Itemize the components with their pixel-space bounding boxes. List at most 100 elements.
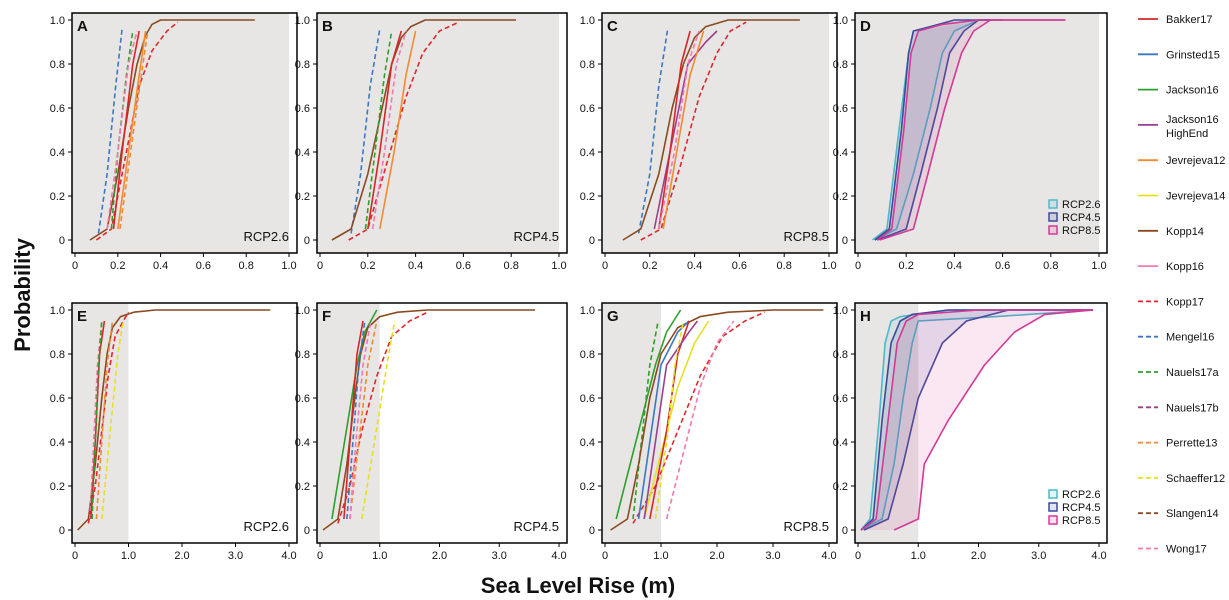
x-tick-label: 0 [855, 550, 861, 562]
x-tick-label: 1.0 [911, 550, 926, 562]
x-tick-label: 2.0 [174, 550, 189, 562]
x-tick-label: 0.8 [504, 260, 519, 272]
plot-area [77, 309, 271, 531]
y-tick-label: 0.8 [833, 59, 848, 71]
series-kopp17 [87, 311, 130, 524]
plot-area [331, 19, 516, 241]
band-rcp45 [861, 310, 1093, 530]
shaded-region [317, 13, 559, 253]
inset-legend-swatch [1048, 199, 1058, 209]
y-tick-label: 0.4 [295, 147, 310, 159]
y-tick-label: 0.2 [295, 191, 310, 203]
y-tick-label: 1.0 [833, 305, 848, 317]
x-tick-label: 4.0 [821, 550, 836, 562]
legend-label-line2: HighEnd [1166, 128, 1208, 140]
series-kopp14 [89, 19, 255, 241]
series-bakker17 [343, 320, 364, 520]
x-tick-label: 1.0 [121, 550, 136, 562]
x-tick-label: 3.0 [228, 550, 243, 562]
x-tick-label: 1.0 [372, 550, 387, 562]
y-tick-label: 0 [304, 525, 310, 537]
x-tick-label: 1.0 [551, 260, 566, 272]
panel-a: 0 0.2 0.4 0.6 0.8 1.0 0 0.2 0.4 0.6 0.8 1.0 A RCP2.6 [50, 12, 298, 272]
x-tick-label: 4.0 [1091, 550, 1106, 562]
y-tick-label: 0.2 [295, 481, 310, 493]
legend-label: Jevrejeva14 [1166, 191, 1225, 203]
y-tick-label: 0.4 [580, 437, 595, 449]
plot-area [622, 19, 800, 241]
panels: 0 0.2 0.4 0.6 0.8 1.000.20.40.60.81.0 ARCP2.60… [50, 12, 1108, 562]
band-edge-lower-rcp85 [876, 19, 1066, 241]
panel-e: 0 1.0 2.0 3.0 4.0 0 0.2 0.4 0.6 0.8 1.0 E RCP2.6 [50, 302, 298, 562]
y-tick-label: 0 [59, 235, 65, 247]
x-tick-label: 3.0 [492, 550, 507, 562]
shaded-region [72, 13, 289, 253]
series-wong17 [371, 30, 407, 230]
y-tick-label: 0 [842, 525, 848, 537]
series-jackson16-highend [653, 30, 718, 230]
x-tick-label: 0.6 [456, 260, 471, 272]
x-tick-label: 1.0 [821, 260, 836, 272]
series-kopp14 [622, 19, 800, 241]
y-tick-label: 1.0 [295, 305, 310, 317]
plot-frame [601, 12, 838, 254]
series-nauels17a [91, 320, 103, 520]
legend-label: Wong17 [1166, 544, 1207, 556]
series-wong17 [349, 320, 372, 520]
y-tick-label: 0 [589, 235, 595, 247]
y-tick-label: 0.6 [295, 103, 310, 115]
shaded-region [855, 303, 919, 543]
x-tick-label: 0.4 [408, 260, 423, 272]
y-tick-label: 0 [842, 235, 848, 247]
x-tick-label: 0 [317, 550, 323, 562]
legend: Bakker17 Grinsted15 Jackson16 Jackson16 High… [1138, 14, 1225, 556]
plot-frame [316, 12, 568, 254]
y-tick-label: 0.4 [50, 147, 65, 159]
series-nauels17a [632, 320, 659, 520]
inset-legend-label: RCP8.5 [1062, 515, 1101, 527]
inset-legend-label: RCP4.5 [1062, 502, 1101, 514]
series-kopp17 [337, 311, 428, 524]
y-tick-label: 0.6 [295, 393, 310, 405]
y-tick-label: 0.8 [580, 59, 595, 71]
inset-legend-label: RCP4.5 [1062, 212, 1101, 224]
plot-frame [854, 12, 1108, 254]
y-tick-label: 0.6 [580, 103, 595, 115]
inset-legend-label: RCP2.6 [1062, 199, 1101, 211]
band-rcp85 [861, 310, 1093, 530]
band-edge-upper-rcp26 [874, 19, 991, 241]
panel-c: 0 0.2 0.4 0.6 0.8 1.0 0 0.2 0.4 0.6 0.8 1.0 C RCP8.5 [580, 12, 838, 272]
plot-area [872, 19, 1066, 241]
plot-area [89, 19, 255, 241]
band-edge-lower-rcp45 [860, 309, 1093, 531]
inset-legend-label: RCP8.5 [1062, 225, 1101, 237]
series-bakker17 [112, 30, 140, 230]
panel-f: 0 1.0 2.0 3.0 4.0 0 0.2 0.4 0.6 0.8 1.0 F RCP4.5 [295, 302, 568, 562]
series-jevrejeva14 [643, 320, 710, 520]
x-tick-label: 1.0 [281, 260, 296, 272]
series-kopp14 [322, 309, 536, 531]
x-tick-label: 0.8 [239, 260, 254, 272]
y-tick-label: 0.8 [580, 349, 595, 361]
x-tick-label: 0.4 [947, 260, 962, 272]
x-tick-label: 0 [317, 260, 323, 272]
x-tick-label: 0.2 [899, 260, 914, 272]
x-tick-label: 0.6 [995, 260, 1010, 272]
y-tick-label: 0.6 [833, 103, 848, 115]
series-jackson16-highend [643, 320, 699, 520]
x-tick-label: 0 [72, 260, 78, 272]
panel-b: 0 0.2 0.4 0.6 0.8 1.0 0 0.2 0.4 0.6 0.8 1.0 B RCP4.5 [295, 12, 568, 272]
series-kopp14 [331, 19, 516, 241]
x-tick-label: 0.2 [110, 260, 125, 272]
y-tick-label: 0.6 [50, 393, 65, 405]
x-tick-label: 0.6 [196, 260, 211, 272]
x-tick-label: 1.0 [1091, 260, 1106, 272]
y-tick-label: 1.0 [580, 15, 595, 27]
y-tick-label: 0.2 [833, 191, 848, 203]
series-jackson16 [615, 309, 682, 520]
series-jevrejeva12 [379, 30, 417, 230]
legend-label: Jackson16 [1166, 85, 1219, 97]
series-perrette13 [349, 320, 378, 520]
y-tick-label: 0 [589, 525, 595, 537]
inset-legend-label: RCP2.6 [1062, 489, 1101, 501]
